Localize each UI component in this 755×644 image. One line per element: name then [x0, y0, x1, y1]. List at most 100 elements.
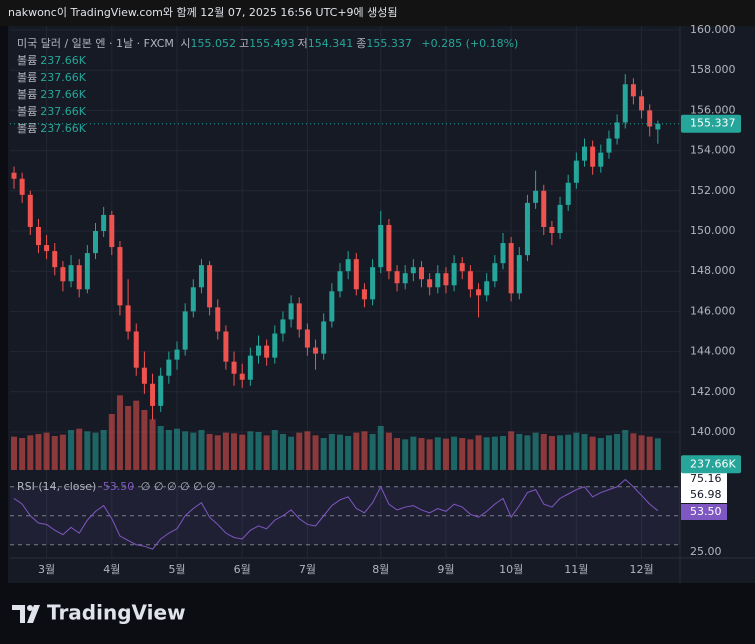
- y-tick-label: 154.000: [690, 144, 736, 157]
- volume-bar: [410, 436, 417, 470]
- volume-label: 볼륨: [17, 88, 38, 101]
- volume-bar: [622, 430, 629, 470]
- candle-body: [394, 271, 400, 284]
- candle-body: [207, 265, 213, 308]
- volume-label: 볼륨: [17, 71, 38, 84]
- volume-bar: [385, 432, 392, 470]
- candle-body: [239, 373, 245, 380]
- x-tick-label: 11월: [564, 563, 588, 576]
- volume-bar: [540, 434, 547, 470]
- candle-body: [44, 245, 50, 252]
- candle-body: [386, 224, 392, 272]
- candle-body: [231, 361, 237, 374]
- volume-bar: [296, 432, 303, 470]
- volume-bar: [654, 438, 661, 470]
- candle-body: [598, 152, 604, 167]
- volume-bar: [605, 435, 612, 470]
- candle-body: [541, 190, 547, 227]
- logo-icon: [12, 605, 40, 623]
- volume-bar: [459, 438, 466, 470]
- volume-bar: [198, 430, 205, 470]
- volume-bar: [116, 395, 123, 470]
- volume-legend: 볼륨 237.66K 볼륨 237.66K 볼륨 237.66K 볼륨 237.66K 볼륨 23…: [17, 52, 89, 137]
- volume-bar: [222, 432, 229, 470]
- volume-bar: [165, 430, 172, 470]
- candle-body: [68, 265, 74, 282]
- candle-body: [500, 243, 506, 264]
- candle-body: [410, 267, 416, 274]
- volume-label: 볼륨: [17, 105, 38, 118]
- volume-bar: [597, 438, 604, 470]
- rsi-axis-label: 75.16: [690, 472, 722, 485]
- volume-bar: [353, 432, 360, 470]
- volume-bar: [394, 438, 401, 470]
- volume-bar: [43, 432, 50, 470]
- candle-body: [370, 267, 376, 300]
- volume-bar: [630, 433, 637, 470]
- volume-row: 볼륨 237.66K: [17, 120, 89, 137]
- volume-bar: [214, 435, 221, 470]
- candle-body: [419, 267, 424, 280]
- y-tick-label: 148.000: [690, 264, 736, 277]
- candle-body: [166, 359, 172, 376]
- volume-value: 237.66K: [40, 71, 86, 84]
- volume-label: 볼륨: [17, 54, 38, 67]
- candle-body: [655, 123, 661, 130]
- candle-body: [60, 267, 66, 282]
- volume-bar: [491, 436, 498, 470]
- candle-body: [451, 263, 457, 286]
- volume-bar: [524, 435, 531, 470]
- volume-bar: [475, 435, 482, 470]
- volume-bar: [573, 432, 580, 470]
- volume-bar: [614, 434, 621, 470]
- candle-body: [647, 110, 653, 127]
- candle-body: [492, 263, 498, 282]
- candle-body: [27, 194, 33, 227]
- volume-bar: [157, 426, 164, 470]
- candle-body: [639, 96, 645, 111]
- logo-text: TradingView: [47, 601, 186, 625]
- volume-bar: [100, 430, 107, 470]
- candle-body: [93, 231, 98, 254]
- candle-body: [524, 202, 530, 256]
- candle-body: [256, 345, 261, 356]
- volume-last-box: [681, 455, 741, 474]
- volume-row: 볼륨 237.66K: [17, 86, 89, 103]
- y-tick-label: 142.000: [690, 385, 736, 398]
- candle-body: [182, 311, 188, 350]
- rsi-last: 53.50: [102, 480, 135, 493]
- candle-body: [606, 138, 612, 153]
- top-title: nakwonc이 TradingView.com와 함께 12월 07, 202…: [8, 6, 398, 19]
- volume-label: 볼륨: [17, 122, 38, 135]
- volume-bar: [418, 438, 425, 470]
- candle-body: [337, 271, 343, 292]
- volume-bar: [451, 436, 458, 470]
- ohlc-label: 시: [180, 37, 191, 50]
- volume-bar: [377, 426, 384, 470]
- y-tick-label: 140.000: [690, 425, 736, 438]
- candle-body: [190, 287, 196, 312]
- top-bar: [0, 0, 755, 26]
- candle-body: [304, 329, 310, 348]
- volume-bar: [337, 434, 343, 470]
- volume-bar: [59, 434, 66, 470]
- candle-body: [133, 331, 139, 368]
- rsi-last-box: [681, 504, 727, 520]
- volume-bar: [532, 432, 539, 470]
- candle-body: [141, 367, 147, 384]
- rsi-axis-box: [681, 487, 727, 503]
- ohlc-label: 저: [297, 37, 308, 50]
- volume-bar: [320, 438, 327, 470]
- symbol: 미국 달러 / 일본 엔 · 1날 · FXCM: [17, 37, 174, 50]
- candle-body: [223, 331, 229, 362]
- change: +0.285 (+0.18%): [421, 37, 519, 50]
- volume-bar: [369, 434, 376, 470]
- candle-body: [435, 273, 441, 288]
- ohlc-value: 155.337: [366, 37, 412, 50]
- candle-body: [484, 281, 490, 296]
- candle-body: [150, 383, 156, 406]
- x-tick-label: 9월: [437, 563, 454, 576]
- candle-body: [622, 84, 628, 123]
- candle-body: [125, 305, 131, 332]
